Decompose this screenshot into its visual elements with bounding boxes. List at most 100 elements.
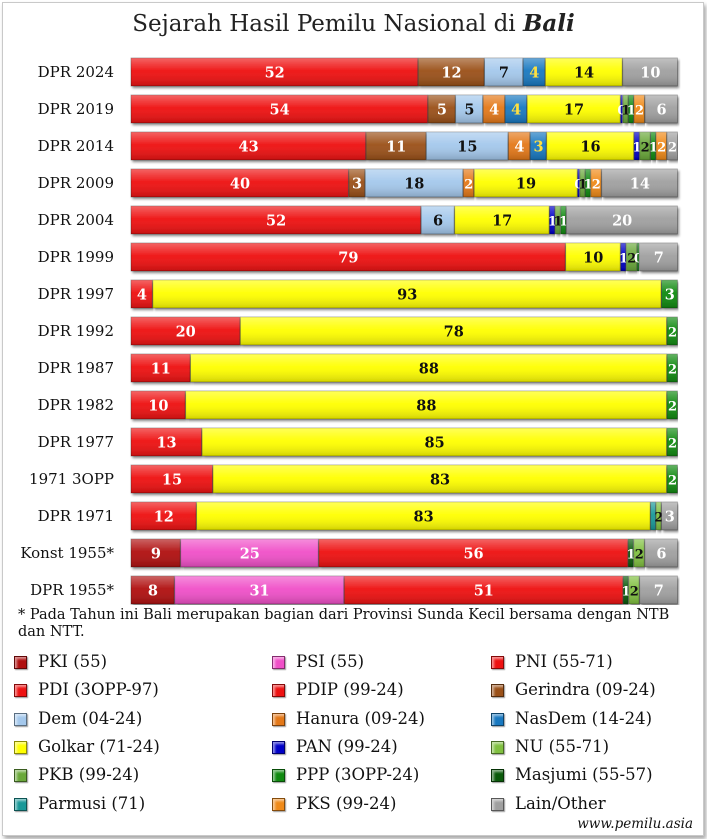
legend-swatch [272,712,285,726]
bar-value-label: 2 [668,474,677,489]
row-label: DPR 1999 [38,248,114,266]
bar-value-label: 2 [668,400,677,415]
bar-segment-shine [131,317,240,345]
legend-swatch [491,797,504,811]
bar-value-label: 85 [424,435,444,452]
bar-segment-shine [656,502,661,530]
bar-value-label: 83 [414,509,434,526]
bar-value-label: 1 [548,215,557,230]
legend-item-parmusi: Parmusi (71) [14,794,145,813]
legend-swatch [491,740,504,754]
bar-segment-shine [213,465,667,493]
legend-item-pdip: PDIP (99-24) [272,680,404,699]
bar-value-label: 12 [441,65,461,82]
legend-swatch [491,712,504,726]
legend-label: NasDem (14-24) [515,708,653,728]
bar-segment-shine [152,280,661,308]
bar-value-label: 1 [632,141,641,156]
legend-label: PKS (99-24) [296,793,397,813]
bar-segment-shine [626,243,637,271]
bar-segment-shine [131,280,153,308]
bar-segment-shine [667,132,678,160]
bar-segment-shine [530,132,547,160]
legend-item-pki: PKI (55) [14,652,107,671]
bar-segment-shine [628,539,634,567]
bar-segment-shine [348,169,365,197]
legend-label: NU (55-71) [515,736,610,756]
bar-segment-shine [131,465,213,493]
legend-item-dem: Dem (04-24) [14,709,142,728]
bar-segment-shine [454,206,550,234]
bar-value-label: 0 [634,252,643,267]
bar-value-label: 13 [156,435,176,452]
bar-value-label: 2 [668,141,677,156]
bar-segment-shine [131,391,186,419]
chart-title-emphasis: Bali [522,10,575,37]
legend-swatch [14,797,27,811]
bar-segment-shine [180,539,319,567]
bar-segment-shine [661,280,678,308]
bar-segment-shine [523,58,545,86]
bar-segment-shine [667,354,678,382]
bar-value-label: 1 [627,548,636,563]
bar-segment-shine [131,132,366,160]
bar-value-label: 0 [574,178,583,193]
bar-segment-shine [560,206,566,234]
bar-value-label: 2 [641,141,650,156]
bar-value-label: 4 [514,139,524,156]
legend-swatch [14,656,27,669]
bar-value-label: 2 [668,326,677,341]
bar-segment-shine [623,576,629,604]
bar-segment-shine [131,354,190,382]
legend-item-nasdem: NasDem (14-24) [491,708,653,728]
bar-segment-shine [505,95,527,123]
legend-swatch [491,656,504,669]
bar-value-label: 4 [137,287,147,304]
bar-value-label: 88 [419,361,439,378]
bar-segment-shine [644,539,678,567]
bar-segment-shine [344,576,623,604]
bar-value-label: 2 [668,363,677,378]
bar-value-label: 25 [240,546,260,563]
bar-segment-shine [131,428,202,456]
legend-swatch [491,684,504,698]
bar-value-label: 1 [621,104,630,119]
bar-value-label: 2 [627,252,636,267]
bar-value-label: 17 [492,213,512,230]
legend-label: PPP (3OPP-24) [296,765,420,785]
legend-swatch [272,740,285,754]
bar-value-label: 5 [437,102,447,119]
legend-item-pks: PKS (99-24) [272,793,397,813]
row-label: 1971 3OPP [29,470,114,488]
bar-value-label: 2 [654,511,663,526]
legend-item-masjumi: Masjumi (55-57) [491,765,653,784]
legend-swatch [272,684,285,698]
bar-value-label: 43 [239,139,259,156]
bar-value-label: 79 [338,250,358,267]
legend-item-nu: NU (55-71) [491,736,610,756]
bar-value-label: 20 [612,213,632,230]
bar-segment-shine [639,243,678,271]
bar-value-label: 3 [533,139,543,156]
bar-segment-shine [474,169,578,197]
bar-value-label: 1 [649,141,658,156]
bar-value-label: 2 [592,178,601,193]
bar-segment-shine [577,169,580,197]
bar-value-label: 54 [269,102,289,119]
bar-value-label: 2 [630,585,639,600]
bar-value-label: 4 [511,102,521,119]
bar-segment-shine [667,391,678,419]
bar-value-label: 2 [635,548,644,563]
bar-segment-shine [131,206,421,234]
bar-value-label: 10 [148,398,168,415]
bar-segment-shine [566,206,678,234]
row-label: DPR 1977 [38,433,114,451]
bar-value-label: 10 [640,65,660,82]
bar-segment-shine [634,132,640,160]
legend-swatch [14,769,27,783]
bar-segment-shine [667,317,678,345]
bar-segment-shine [667,428,678,456]
source-credit: www.pemilu.asia [577,816,693,832]
bar-segment-shine [585,169,591,197]
legend-item-pdi: PDI (3OPP-97) [14,680,159,699]
